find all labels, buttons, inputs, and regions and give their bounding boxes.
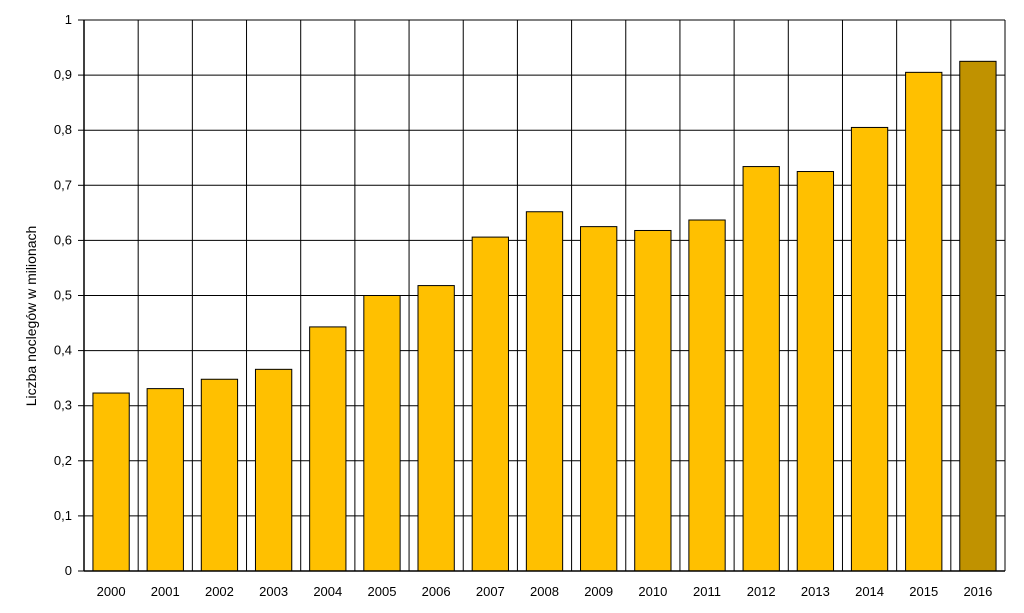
- bar-2003: [254, 368, 293, 572]
- bar-2000: [92, 392, 130, 572]
- x-tick-label: 2010: [638, 584, 667, 599]
- x-tick-label: 2001: [151, 584, 180, 599]
- y-axis-title: Liczba noclegów w milionach: [23, 226, 39, 407]
- y-tick-labels: 0 0,1 0,2 0,3 0,4 0,5 0,6 0,7 0,8 0,9 1: [54, 12, 72, 578]
- y-tick-label: 0,5: [54, 288, 72, 303]
- x-tick-label: 2009: [584, 584, 613, 599]
- y-tick-label: 0,6: [54, 232, 72, 247]
- y-tick-label: 0,1: [54, 508, 72, 523]
- bars: [92, 60, 997, 572]
- x-tick-label: 2016: [963, 584, 992, 599]
- y-tick-label: 0: [65, 563, 72, 578]
- bar-2006: [417, 285, 455, 572]
- x-tick-label: 2014: [855, 584, 884, 599]
- axes: [78, 19, 1005, 572]
- bar-2011: [688, 219, 726, 572]
- y-tick-label: 0,9: [54, 67, 72, 82]
- x-tick-label: 2011: [693, 584, 721, 599]
- bar-2009: [580, 226, 618, 572]
- x-tick-label: 2013: [801, 584, 830, 599]
- x-tick-label: 2002: [205, 584, 234, 599]
- bar-2014: [850, 126, 889, 572]
- bar-2012: [742, 166, 780, 572]
- bar-2013: [796, 171, 835, 572]
- bar-2015: [905, 71, 943, 572]
- y-tick-label: 1: [65, 12, 72, 27]
- y-tick-label: 0,2: [54, 453, 72, 468]
- y-tick-label: 0,3: [54, 398, 72, 413]
- y-tick-label: 0,8: [54, 122, 72, 137]
- x-tick-label: 2012: [747, 584, 776, 599]
- bar-2002: [200, 378, 239, 572]
- x-tick-label: 2005: [368, 584, 397, 599]
- y-tick-label: 0,7: [54, 177, 72, 192]
- y-tick-label: 0,4: [54, 343, 72, 358]
- x-tick-labels: 2000 2001 2002 2003 2004 2005 2006 2007 2008 2009…: [97, 584, 993, 599]
- bar-2007: [471, 236, 509, 572]
- x-tick-label: 2003: [259, 584, 288, 599]
- x-tick-label: 2015: [909, 584, 938, 599]
- bar-2008: [525, 211, 564, 572]
- x-tick-label: 2000: [97, 584, 126, 599]
- x-tick-label: 2004: [313, 584, 342, 599]
- bar-2005: [363, 295, 401, 572]
- bar-2001: [146, 388, 184, 572]
- bar-2016: [959, 60, 997, 572]
- bar-2004: [309, 326, 347, 572]
- bar-2010: [634, 229, 672, 572]
- x-tick-label: 2007: [476, 584, 505, 599]
- x-tick-label: 2006: [422, 584, 451, 599]
- x-tick-label: 2008: [530, 584, 559, 599]
